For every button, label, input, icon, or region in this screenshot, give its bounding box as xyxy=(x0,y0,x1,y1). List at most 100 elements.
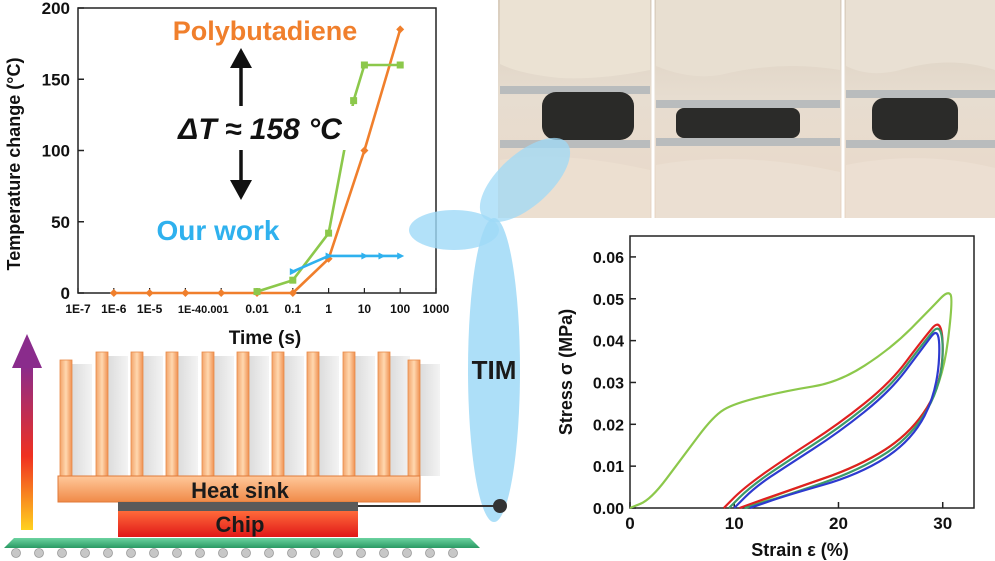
data-point xyxy=(361,252,369,260)
fin-shadow xyxy=(72,364,92,476)
chip-label: Chip xyxy=(216,512,265,537)
fin-shadow xyxy=(284,356,304,476)
fin-shadow xyxy=(214,356,234,476)
heat-sink-fin xyxy=(407,359,421,477)
data-point xyxy=(324,254,333,263)
y-tick-label: 0.05 xyxy=(593,292,624,309)
board-pin xyxy=(356,548,366,558)
x-tick-label: 0.01 xyxy=(245,302,269,316)
compression-photos xyxy=(498,0,995,218)
x-tick-label: 1 xyxy=(325,302,332,316)
y-tick-label: 0.03 xyxy=(593,375,624,392)
board-pin xyxy=(402,548,412,558)
tim-ellipses: TIM xyxy=(409,137,571,522)
board-pin xyxy=(34,548,44,558)
board-pin xyxy=(80,548,90,558)
stress-loop-1 xyxy=(723,323,944,510)
temperature-chart-frame xyxy=(77,7,437,294)
board-pin xyxy=(195,548,205,558)
heat-sink-fins xyxy=(59,351,440,477)
x-tick-label: 10 xyxy=(725,514,744,533)
heat-sink-fin xyxy=(59,359,73,477)
y-tick-label: 50 xyxy=(51,213,70,232)
board-pins xyxy=(11,548,458,558)
heat-sink-fin xyxy=(165,351,179,477)
tim-label: TIM xyxy=(472,355,517,385)
data-point xyxy=(360,146,369,155)
data-point xyxy=(145,289,154,297)
stress-series xyxy=(629,292,953,510)
heat-sink-fin xyxy=(236,351,250,477)
y-tick-label: 0.01 xyxy=(593,459,624,476)
data-point xyxy=(289,268,297,276)
x-tick-label: 1000 xyxy=(423,302,450,316)
board-pin xyxy=(172,548,182,558)
temperature-y-ticks: 0 50 100 150 200 xyxy=(42,0,84,303)
data-point xyxy=(181,289,190,297)
y-tick-label: 0.06 xyxy=(593,250,624,267)
y-tick-label: 150 xyxy=(42,70,70,89)
heat-sink-fin xyxy=(95,351,109,477)
board-pin xyxy=(57,548,67,558)
temperature-y-axis-label: Temperature change (°C) xyxy=(4,58,24,271)
data-point xyxy=(253,288,261,296)
board-pin xyxy=(103,548,113,558)
heat-sink-fin xyxy=(271,351,285,477)
data-point xyxy=(325,229,333,237)
stress-y-axis-label: Stress σ (MPa) xyxy=(556,309,576,435)
y-tick-label: 0.00 xyxy=(593,501,624,518)
our-work-label: Our work xyxy=(157,215,280,246)
y-tick-label: 100 xyxy=(42,142,70,161)
board-pin xyxy=(425,548,435,558)
data-point xyxy=(109,289,118,297)
stress-strain-chart: 0.00 0.01 0.02 0.03 0.04 0.05 0.06 0 10 20 30 Str… xyxy=(556,235,975,560)
tim-layer xyxy=(118,502,358,511)
x-tick-label: 1E-6 xyxy=(101,302,127,316)
photo-panel-3 xyxy=(846,0,995,218)
temperature-series xyxy=(109,25,405,297)
board-pin xyxy=(264,548,274,558)
heat-sink-fin xyxy=(342,351,356,477)
polybutadiene-label: Polybutadiene xyxy=(173,16,358,46)
temperature-x-axis-label: Time (s) xyxy=(229,328,302,349)
data-point xyxy=(350,97,358,105)
heat-flow-arrow xyxy=(12,334,42,530)
data-point xyxy=(396,61,404,69)
board-pin xyxy=(379,548,389,558)
stress-loop-2 xyxy=(728,327,944,510)
board-pin xyxy=(310,548,320,558)
stress-chart-frame xyxy=(629,235,975,509)
x-tick-label: 1E-5 xyxy=(137,302,163,316)
fin-shadow xyxy=(143,356,163,476)
photo-panel-1 xyxy=(500,0,650,218)
fin-shadow xyxy=(319,356,339,476)
x-tick-label: 100 xyxy=(390,302,410,316)
x-tick-label: 1E-7 xyxy=(65,302,91,316)
tim-connector-dot xyxy=(493,499,507,513)
temperature-x-ticks: 1E-7 1E-6 1E-5 1E-40.001 0.01 0.1 1 10 100 1000 xyxy=(65,288,450,316)
board-pin xyxy=(11,548,21,558)
fin-shadow xyxy=(108,356,128,476)
data-point xyxy=(397,252,405,260)
x-tick-label: 30 xyxy=(933,514,952,533)
board-pin xyxy=(333,548,343,558)
heat-sink-fin xyxy=(201,351,215,477)
fin-shadow xyxy=(420,364,440,476)
y-tick-label: 0.02 xyxy=(593,417,624,434)
stress-loop-3 xyxy=(733,331,941,510)
data-point xyxy=(378,252,386,260)
board-pin xyxy=(126,548,136,558)
delta-t-label: ΔT ≈ 158 °C xyxy=(177,113,343,146)
data-point xyxy=(289,276,297,284)
data-point xyxy=(360,61,368,69)
data-point xyxy=(217,289,226,297)
x-tick-label: 10 xyxy=(358,302,372,316)
heat-sink-label: Heat sink xyxy=(191,478,290,503)
chip-block xyxy=(118,511,358,537)
board-pin xyxy=(241,548,251,558)
x-tick-label: 20 xyxy=(829,514,848,533)
temperature-chart: 0 50 100 150 200 1E-7 1E-6 1E-5 1E-40.001 0.01 0.… xyxy=(4,0,450,349)
stress-y-ticks: 0.00 0.01 0.02 0.03 0.04 0.05 0.06 xyxy=(593,250,636,518)
data-point xyxy=(325,252,333,260)
